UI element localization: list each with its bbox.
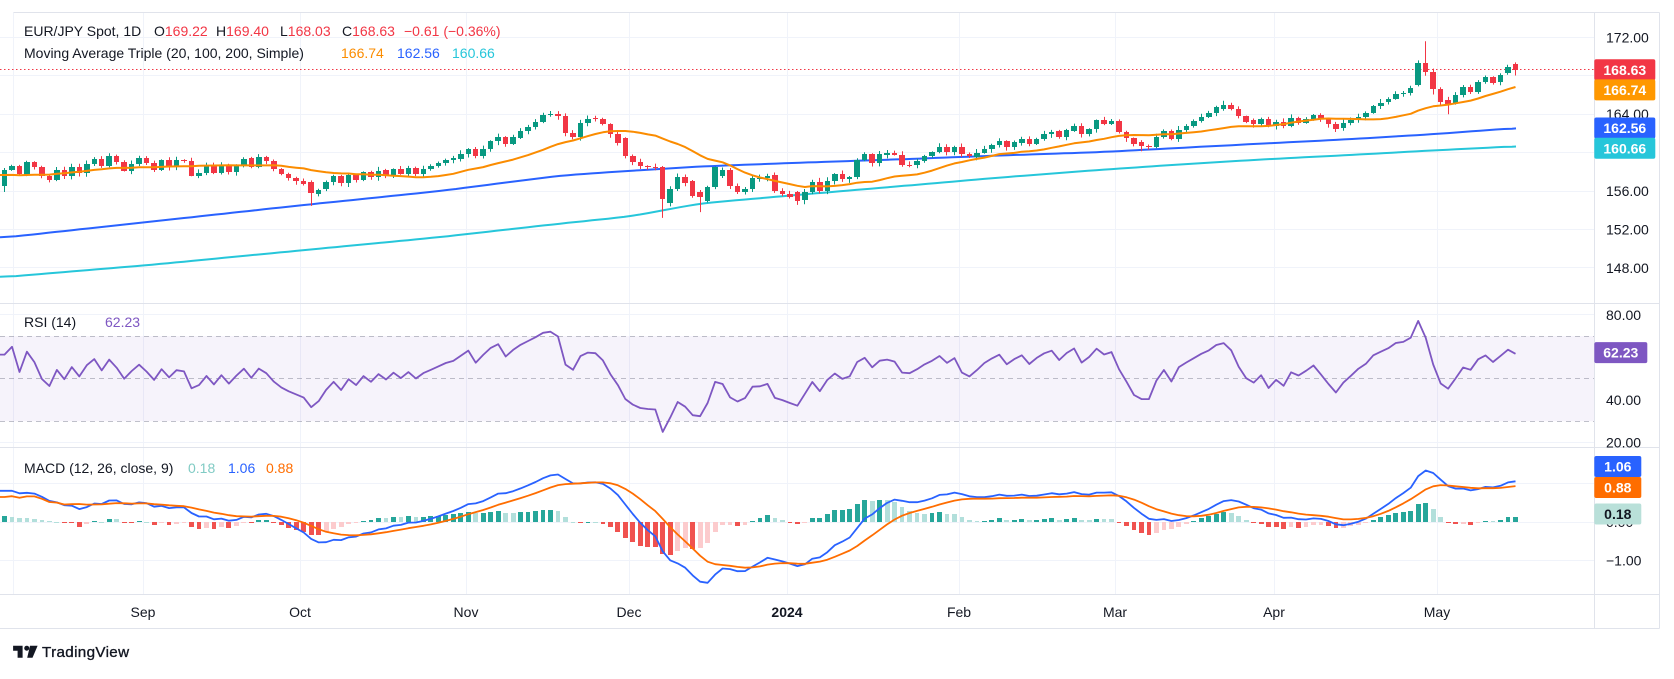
svg-text:−0.61 (−0.36%): −0.61 (−0.36%) [404,23,501,39]
svg-text:2024: 2024 [771,604,802,620]
svg-text:TradingView: TradingView [42,644,129,661]
svg-text:166.74: 166.74 [341,45,384,61]
svg-text:−1.00: −1.00 [1606,553,1642,569]
svg-text:1.06: 1.06 [1604,459,1631,475]
svg-text:0.88: 0.88 [1604,480,1631,496]
svg-text:May: May [1424,604,1450,620]
svg-text:148.00: 148.00 [1606,260,1649,276]
svg-text:L168.03: L168.03 [280,23,331,39]
svg-text:1.06: 1.06 [228,460,255,476]
svg-text:172.00: 172.00 [1606,29,1649,45]
svg-text:152.00: 152.00 [1606,221,1649,237]
svg-text:O169.22: O169.22 [154,23,208,39]
svg-text:40.00: 40.00 [1606,392,1641,408]
svg-text:C168.63: C168.63 [342,23,395,39]
svg-text:EUR/JPY Spot, 1D: EUR/JPY Spot, 1D [24,23,141,39]
svg-text:160.66: 160.66 [452,45,495,61]
svg-text:0.18: 0.18 [1604,506,1631,522]
svg-text:62.23: 62.23 [1603,345,1638,361]
svg-text:168.63: 168.63 [1603,62,1646,78]
svg-text:80.00: 80.00 [1606,307,1641,323]
svg-text:162.56: 162.56 [397,45,440,61]
svg-text:Mar: Mar [1103,604,1127,620]
svg-text:Apr: Apr [1263,604,1285,620]
svg-text:Moving Average Triple (20, 100: Moving Average Triple (20, 100, 200, Sim… [24,45,304,61]
svg-text:Sep: Sep [131,604,156,620]
svg-text:H169.40: H169.40 [216,23,269,39]
svg-text:0.88: 0.88 [266,460,293,476]
svg-text:166.74: 166.74 [1603,82,1646,98]
svg-text:0.18: 0.18 [188,460,215,476]
svg-text:Oct: Oct [289,604,311,620]
svg-text:RSI (14): RSI (14) [24,314,76,330]
svg-text:Nov: Nov [454,604,479,620]
svg-text:MACD (12, 26, close, 9): MACD (12, 26, close, 9) [24,460,173,476]
svg-text:162.56: 162.56 [1603,120,1646,136]
svg-text:Dec: Dec [617,604,642,620]
svg-text:160.66: 160.66 [1603,140,1646,156]
svg-text:Feb: Feb [947,604,971,620]
svg-text:62.23: 62.23 [105,314,140,330]
svg-text:20.00: 20.00 [1606,434,1641,450]
svg-text:156.00: 156.00 [1606,183,1649,199]
